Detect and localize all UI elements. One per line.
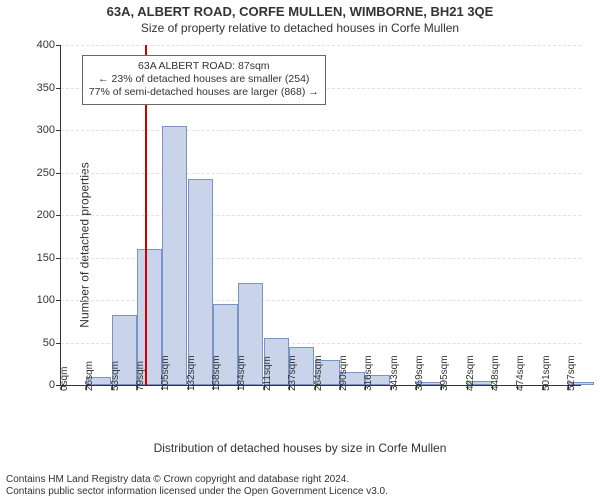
histogram-bar (188, 179, 213, 385)
y-tick-label: 50 (43, 337, 61, 349)
chart-title: 63A, ALBERT ROAD, CORFE MULLEN, WIMBORNE… (0, 4, 600, 19)
x-tick-label: 343sqm (389, 355, 400, 391)
gridline (61, 173, 581, 174)
footer-line-1: Contains HM Land Registry data © Crown c… (6, 474, 388, 486)
gridline (61, 45, 581, 46)
x-tick-label: 474sqm (515, 355, 526, 391)
footer-line-2: Contains public sector information licen… (6, 486, 388, 498)
y-tick-label: 350 (37, 82, 61, 94)
annotation-line-1: 63A ALBERT ROAD: 87sqm (89, 60, 319, 73)
chart-subtitle: Size of property relative to detached ho… (0, 21, 600, 35)
y-tick-label: 400 (37, 39, 61, 51)
chart-container: Number of detached properties 0501001502… (0, 35, 600, 455)
y-tick-label: 200 (37, 209, 61, 221)
x-tick-label: 105sqm (160, 355, 171, 391)
x-tick-label: 448sqm (490, 355, 501, 391)
x-tick-label: 316sqm (363, 355, 374, 391)
gridline (61, 130, 581, 131)
y-tick-label: 150 (37, 252, 61, 264)
y-tick-label: 100 (37, 294, 61, 306)
x-tick-label: 395sqm (439, 355, 450, 391)
annotation-line-3: 77% of semi-detached houses are larger (… (89, 86, 319, 99)
x-tick-label: 211sqm (262, 356, 273, 391)
x-tick-label: 158sqm (211, 355, 222, 391)
footer-attribution: Contains HM Land Registry data © Crown c… (6, 474, 388, 498)
x-tick-label: 53sqm (110, 361, 121, 391)
x-tick-label: 26sqm (84, 361, 95, 391)
annotation-line-2: ← 23% of detached houses are smaller (25… (89, 73, 319, 86)
x-tick-label: 527sqm (566, 355, 577, 391)
x-tick-label: 501sqm (541, 355, 552, 391)
x-tick-label: 422sqm (465, 355, 476, 391)
y-tick-label: 250 (37, 167, 61, 179)
x-tick-label: 290sqm (338, 355, 349, 391)
x-tick-label: 132sqm (186, 355, 197, 391)
x-tick-label: 237sqm (287, 355, 298, 391)
x-axis-label: Distribution of detached houses by size … (0, 441, 600, 455)
histogram-bar (162, 126, 187, 385)
x-tick-label: 0sqm (59, 367, 70, 391)
x-tick-label: 184sqm (236, 355, 247, 391)
y-tick-label: 300 (37, 124, 61, 136)
gridline (61, 215, 581, 216)
plot-area: 0501001502002503003504000sqm26sqm53sqm79… (60, 45, 581, 386)
x-tick-label: 264sqm (313, 355, 324, 391)
x-tick-label: 369sqm (414, 355, 425, 391)
annotation-box: 63A ALBERT ROAD: 87sqm← 23% of detached … (82, 55, 326, 104)
